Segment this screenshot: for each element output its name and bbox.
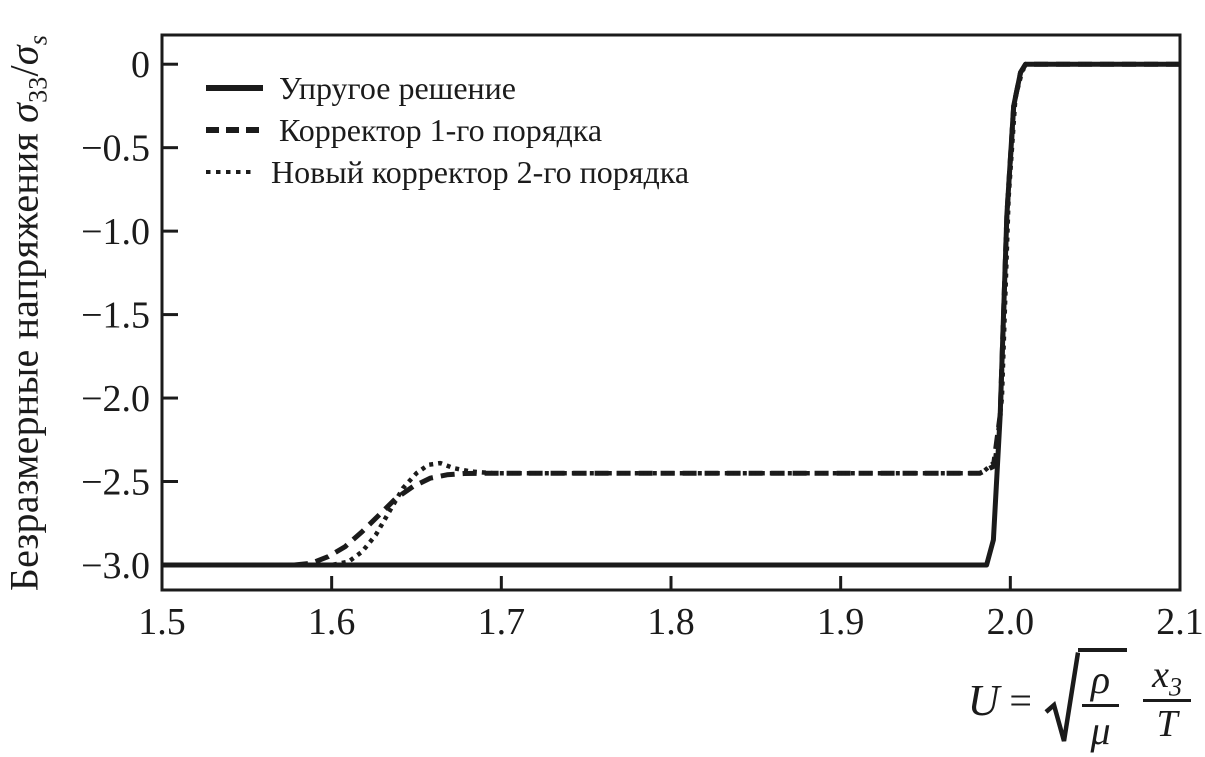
x-tick-label: 1.7 bbox=[478, 601, 526, 643]
rho-over-mu-fraction: ρ μ bbox=[1081, 658, 1120, 753]
legend-item-elastic: Упругое решение bbox=[206, 67, 689, 109]
legend-label: Упругое решение bbox=[279, 69, 516, 106]
x3-over-T-fraction: x3 T bbox=[1143, 654, 1191, 745]
y-tick-label: −1.0 bbox=[81, 211, 150, 253]
y-tick-label: −2.0 bbox=[81, 378, 150, 420]
x-tick-label: 1.6 bbox=[308, 601, 356, 643]
x-tick-label: 1.8 bbox=[647, 601, 695, 643]
y-tick-label: −0.5 bbox=[81, 128, 150, 170]
legend-label: Новый корректор 2-го порядка bbox=[271, 153, 690, 190]
y-tick-label: −2.5 bbox=[81, 462, 150, 504]
radical-sign-icon bbox=[1044, 651, 1080, 742]
y-tick-label: −1.5 bbox=[81, 295, 150, 337]
series-line-dashed bbox=[162, 61, 1180, 568]
legend-dotted-line-swatch bbox=[206, 169, 255, 175]
slash: / bbox=[1, 65, 47, 77]
formula-rho: ρ bbox=[1081, 658, 1120, 707]
sigma-s-subscript: s bbox=[23, 34, 53, 46]
legend-item-corrector-2: Новый корректор 2-го порядка bbox=[206, 151, 689, 193]
under-root: ρ μ bbox=[1077, 647, 1128, 753]
y-tick-label: 0 bbox=[131, 44, 150, 86]
y-axis-title-text: Безразмерные напряжения bbox=[1, 132, 47, 592]
legend-dashed-line-swatch bbox=[206, 127, 263, 133]
legend-label: Корректор 1-го порядка bbox=[279, 111, 603, 148]
sigma-symbol: σ bbox=[1, 102, 47, 123]
formula-var-U: U bbox=[967, 675, 1000, 725]
y-tick-label: −3.0 bbox=[81, 545, 150, 587]
x-tick-label: 1.5 bbox=[138, 601, 186, 643]
legend: Упругое решение Корректор 1-го порядка Н… bbox=[206, 67, 689, 193]
x-tick-label: 1.9 bbox=[817, 601, 865, 643]
legend-solid-line-swatch bbox=[206, 85, 263, 91]
formula-x3: x3 bbox=[1143, 654, 1191, 702]
formula-T: T bbox=[1156, 703, 1178, 745]
sigma-subscript: 33 bbox=[23, 76, 53, 103]
series-line-dotted bbox=[162, 61, 1180, 568]
legend-item-corrector-1: Корректор 1-го порядка bbox=[206, 109, 689, 151]
y-axis-label: Безразмерные напряженияσ33/σs bbox=[1, 35, 53, 592]
formula-equals: = bbox=[1009, 677, 1032, 723]
x-tick-label: 2.1 bbox=[1156, 601, 1204, 643]
formula-mu: μ bbox=[1090, 708, 1111, 753]
sqrt-expression: ρ μ bbox=[1044, 647, 1128, 753]
x-tick-label: 2.0 bbox=[987, 601, 1035, 643]
x-axis-label: U = ρ μ x3 T bbox=[967, 647, 1191, 753]
sigma-s-symbol: σ bbox=[1, 45, 47, 66]
